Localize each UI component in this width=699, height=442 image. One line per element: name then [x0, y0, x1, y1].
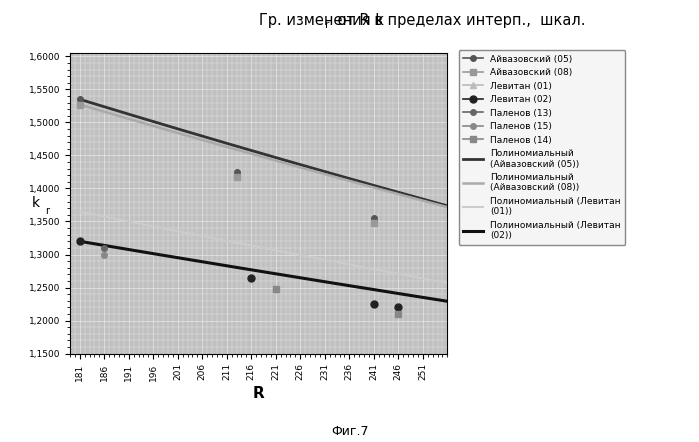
- Text: r: r: [325, 20, 329, 30]
- Text: Гр. изменения k: Гр. изменения k: [259, 13, 384, 28]
- Legend: Айвазовский (05), Айвазовский (08), Левитан (01), Левитан (02), Паленов (13), Па: Айвазовский (05), Айвазовский (08), Леви…: [459, 50, 626, 245]
- X-axis label: R: R: [253, 386, 264, 401]
- Text: от R в пределах интерп.,  шкал.: от R в пределах интерп., шкал.: [333, 13, 586, 28]
- Text: r: r: [45, 206, 49, 216]
- Text: Фиг.7: Фиг.7: [331, 425, 368, 438]
- Text: k: k: [31, 196, 40, 210]
